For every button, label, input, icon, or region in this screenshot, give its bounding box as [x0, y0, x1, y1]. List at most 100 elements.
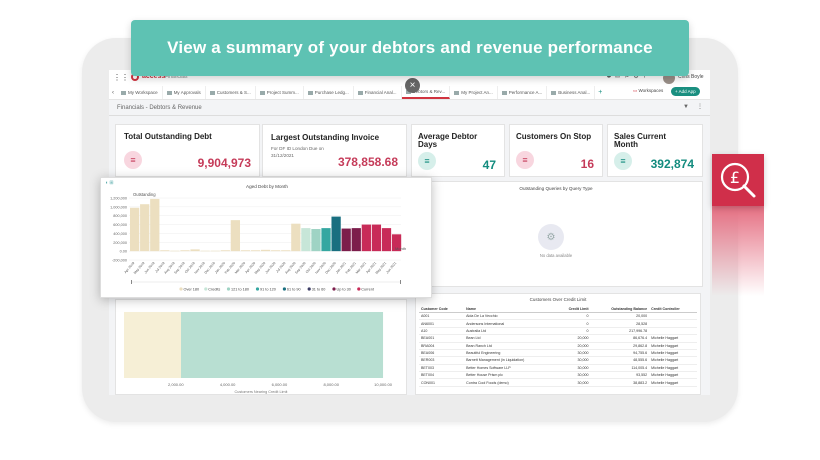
table-row[interactable]: BET004 Better House Prism plc 30,000 93,552… [419, 371, 697, 380]
y-tick-label: 1,000,000 [110, 205, 127, 209]
legend-label: 91 to 120 [260, 287, 276, 291]
table-cell: Michelle Haggart [649, 356, 697, 365]
y-tick-label: -200,000 [112, 259, 127, 263]
kpi-sales-current-month[interactable]: Sales Current Month ≡ 392,874 [607, 124, 703, 177]
chart-title: Aged Debt by Month [246, 184, 288, 189]
tab[interactable]: Performance A... [498, 86, 548, 99]
kpi-title: Largest Outstanding Invoice [271, 133, 380, 142]
app-screen: ⋮⋮ access Financials ♣✉⚑⚙? Chris Boyle ‹… [109, 70, 710, 395]
add-app-button[interactable]: + Add App [671, 87, 700, 96]
tab[interactable]: Project Summ... [256, 86, 304, 99]
table-row[interactable]: BEA006 Beautiful Engineering 30,000 94,755.… [419, 349, 697, 358]
chart-bar [190, 249, 200, 252]
table-row[interactable]: BER003 Barnett Management (in Liquidation… [419, 356, 697, 365]
kpi-total-outstanding[interactable]: Total Outstanding Debt ≡ 9,904,973 [115, 124, 260, 177]
kpi-title: Average Debtor Days [418, 132, 478, 149]
workspaces-button[interactable]: ▭ Workspaces [633, 88, 664, 93]
legend-swatch [226, 287, 231, 291]
user-name[interactable]: Chris Boyle [678, 74, 704, 80]
kpi-value: 378,858.68 [337, 155, 398, 169]
column-header[interactable]: Credit Limit [555, 306, 591, 313]
table-cell: 30,000 [555, 371, 591, 380]
credit-table: Customer Code Name Credit Limit Outstand… [419, 306, 697, 387]
apps-grid-icon[interactable]: ⋮⋮ [113, 73, 129, 82]
header-icons[interactable]: ♣✉⚑⚙? [607, 74, 651, 80]
tab[interactable]: Customers & S... [206, 86, 256, 99]
table-cell: 86,676.4 [590, 334, 650, 343]
table-row[interactable]: A001 Aida De La Vecchio 0 20,000 [419, 312, 697, 321]
aged-debt-popup[interactable]: ◖ ⊞ Aged Debt by Month Outstanding 1,200,0… [100, 177, 432, 298]
table-cell: Michelle Haggart [649, 349, 697, 358]
table-row[interactable]: BRA004 Bean Ranch Ltd 20,000 29,862.8 Michel… [419, 342, 697, 350]
chart-bar [180, 250, 190, 252]
chart-bar [281, 250, 291, 252]
more-icon[interactable]: ⋮ [697, 104, 703, 110]
list-icon: ≡ [124, 151, 142, 169]
table-row[interactable]: A10 Australia Ltd 0 217,996.78 [419, 327, 697, 336]
legend-label: 31 to 60 [312, 287, 326, 291]
chart-bar [230, 220, 241, 252]
legend-label: Current [361, 287, 375, 291]
table-cell: Bean Ranch Ltd [464, 342, 556, 350]
table-cell: 217,996.78 [590, 327, 650, 336]
table-row[interactable]: CON001 Contra Cool Foods (demo) 30,000 38,8… [419, 378, 697, 387]
chart-bar [291, 223, 301, 252]
table-cell: 30,000 [555, 378, 591, 387]
legend-label: 61 to 90 [287, 287, 301, 291]
chart-bar [250, 250, 261, 252]
x-tick-label: Apr 2020 [244, 261, 256, 274]
column-header[interactable]: Customer Code [419, 306, 465, 313]
column-header[interactable]: Outstanding Balance [590, 306, 650, 313]
tab[interactable]: Financial Anal... [354, 86, 402, 99]
tab[interactable]: My Project An... [450, 86, 498, 99]
product-name: Financials [165, 74, 188, 80]
chart-bar [130, 207, 140, 252]
x-tick-label: Oct 2019 [184, 261, 196, 274]
table-row[interactable]: AN6001 Andersons International 0 28,528 [419, 319, 697, 328]
table-cell [649, 319, 697, 328]
chart-bar [210, 250, 220, 252]
column-header[interactable]: Name [464, 306, 556, 313]
add-tab-icon[interactable]: + [598, 89, 603, 96]
tab[interactable]: Business Anal... [547, 86, 596, 99]
table-cell: 0 [555, 319, 591, 328]
kpi-largest-invoice[interactable]: Largest Outstanding Invoice For DF ID Lo… [262, 124, 407, 177]
filter-icon[interactable]: ▼ [683, 104, 689, 110]
table-row[interactable]: BEA001 Bean Ltd 20,000 86,676.4 Michelle Hag… [419, 334, 697, 343]
table-cell: Michelle Haggart [649, 378, 697, 387]
table-cell: 30,000 [555, 356, 591, 365]
tab[interactable]: My Approvals [163, 86, 206, 99]
table-row[interactable]: BET003 Better Homes Software LLP 30,000 114… [419, 364, 697, 373]
kpi-customers-on-stop[interactable]: Customers On Stop ≡ 16 [509, 124, 603, 177]
table-cell: 29,862.8 [590, 342, 650, 350]
kpi-subtitle: For DF ID London Due on [271, 146, 324, 151]
table-cell: Andersons International [464, 319, 556, 328]
table-cell: 20,000 [590, 312, 650, 321]
nearing-credit-panel: 2,000.00 4,000.00 6,000.00 8,000.00 10,000.0… [115, 299, 407, 395]
close-tab-icon[interactable]: × [405, 78, 420, 93]
tab[interactable]: Purchase Ledg... [304, 86, 354, 99]
kpi-avg-debtor-days[interactable]: Average Debtor Days ≡ 47 [411, 124, 505, 177]
x-tick-label: Apr 2021 [365, 261, 377, 274]
x-tick-label: Jul 2020 [275, 261, 286, 273]
chart-bar [351, 228, 361, 252]
tab[interactable]: My Workspace [117, 86, 163, 99]
side-tile: £ [712, 154, 764, 206]
column-header[interactable]: Credit Controller [649, 306, 697, 313]
table-cell: 94,755.6 [590, 349, 650, 358]
filter-icon[interactable]: ◖ ⊞ [105, 180, 114, 186]
aged-debt-chart: Aged Debt by Month Outstanding 1,200,000 1,… [110, 184, 406, 291]
chevron-left-icon[interactable]: ‹ [112, 89, 114, 96]
y-tick-label: 200,000 [113, 241, 127, 245]
y-tick-label: 600,000 [113, 223, 127, 227]
table-cell: Better House Prism plc [464, 371, 556, 380]
chart-bar [271, 250, 281, 252]
table-cell: Better Homes Software LLP [464, 364, 556, 373]
list-icon: ≡ [418, 152, 436, 170]
breadcrumb: Financials - Debtors & Revenue ▼ ⋮ [109, 100, 710, 116]
table-cell: 28,528 [590, 319, 650, 328]
empty-message: No data available [539, 253, 573, 258]
list-icon: ≡ [614, 152, 632, 170]
tab-bar: ‹ My Workspace My Approvals Customers & … [109, 86, 710, 100]
table-cell: BEA001 [419, 334, 465, 343]
